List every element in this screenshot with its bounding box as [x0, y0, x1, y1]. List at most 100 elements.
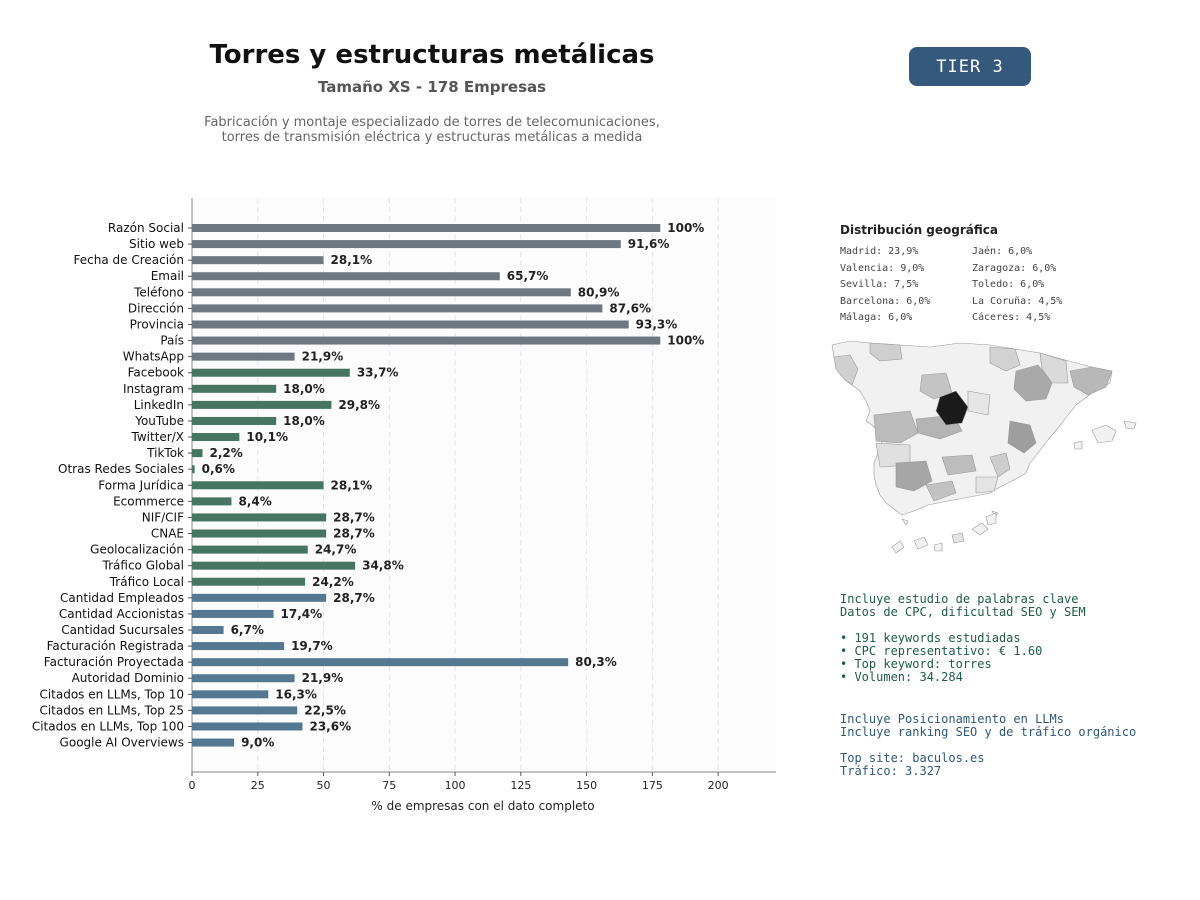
bar — [192, 738, 235, 747]
category-label: Facturación Registrada — [47, 639, 184, 653]
bar — [192, 577, 306, 586]
bar — [192, 320, 629, 329]
bar — [192, 240, 621, 249]
category-label: Citados en LLMs, Top 10 — [39, 687, 184, 701]
bar — [192, 288, 571, 297]
bar-value-label: 100% — [667, 221, 704, 235]
map-canary-4 — [951, 532, 965, 544]
category-label: Dirección — [128, 301, 184, 315]
bar-value-label: 9,0% — [241, 736, 274, 750]
category-label: YouTube — [134, 414, 184, 428]
bar — [192, 529, 327, 538]
category-label: Twitter/X — [131, 430, 184, 444]
x-tick-label: 175 — [642, 779, 663, 792]
bar-value-label: 28,7% — [333, 527, 375, 541]
bar-value-label: 91,6% — [628, 237, 670, 251]
geo-title: Distribución geográfica — [840, 223, 998, 237]
bar — [192, 352, 295, 361]
geo-item: Madrid: 23,9% — [840, 246, 919, 257]
llm-info-line: Tráfico: 3.327 — [840, 764, 942, 778]
bar — [192, 626, 224, 634]
bar-value-label: 0,6% — [202, 462, 235, 476]
page-title: Torres y estructuras metálicas — [209, 40, 655, 70]
bar-value-label: 80,9% — [578, 285, 620, 299]
map-province-caceres — [873, 410, 919, 444]
map-province-galicia-a — [833, 354, 859, 386]
bar-value-label: 93,3% — [636, 317, 678, 331]
category-label: CNAE — [151, 527, 184, 541]
seo-info-line: • CPC representativo: € 1.60 — [840, 644, 1043, 658]
category-label: Autoridad Dominio — [72, 671, 184, 685]
geo-item: Jaén: 6,0% — [972, 246, 1033, 257]
category-label: Forma Jurídica — [98, 478, 184, 492]
bar — [192, 642, 285, 651]
bar-value-label: 100% — [667, 334, 704, 348]
bar-value-label: 33,7% — [357, 366, 399, 380]
map-province-sevilla — [895, 460, 933, 492]
bar — [192, 674, 295, 683]
bar-chart: 0 25 50 75 100 125 150 175 200 % de empresas con … — [32, 198, 776, 813]
category-label: Citados en LLMs, Top 100 — [32, 719, 184, 733]
category-label: Cantidad Sucursales — [61, 623, 184, 637]
bar-value-label: 16,3% — [275, 687, 317, 701]
bar — [192, 497, 232, 506]
category-label: Cantidad Empleados — [60, 591, 184, 605]
category-label: País — [160, 334, 184, 348]
bar — [192, 561, 356, 570]
category-label: WhatsApp — [123, 350, 184, 364]
x-tick-label: 75 — [382, 779, 396, 792]
bar-value-label: 18,0% — [283, 414, 325, 428]
bar-value-label: 2,2% — [210, 446, 243, 460]
map-canary-2 — [913, 536, 929, 550]
bar — [192, 658, 569, 667]
map-province-madrid — [935, 390, 969, 426]
geo-item: La Coruña: 4,5% — [972, 295, 1063, 307]
category-label: Instagram — [123, 382, 184, 396]
category-label: LinkedIn — [134, 398, 184, 412]
category-label: Citados en LLMs, Top 25 — [39, 703, 184, 717]
bar-value-label: 23,6% — [309, 719, 351, 733]
bar — [192, 224, 661, 232]
bar-value-label: 10,1% — [246, 430, 288, 444]
geo-item: Valencia: 9,0% — [840, 262, 925, 274]
bar-value-label: 17,4% — [281, 607, 323, 621]
bar-value-label: 24,7% — [315, 543, 357, 557]
category-label: Tráfico Local — [109, 575, 184, 589]
category-label: Cantidad Accionistas — [59, 607, 184, 621]
category-label: TikTok — [146, 446, 184, 460]
bar — [192, 722, 303, 731]
llm-info-block: Incluye Posicionamiento en LLMs Incluye r… — [840, 713, 1136, 778]
geo-item: Zaragoza: 6,0% — [972, 262, 1057, 274]
bar-value-label: 8,4% — [238, 494, 271, 508]
category-label: Fecha de Creación — [74, 253, 184, 267]
bar-value-label: 34,8% — [362, 559, 404, 573]
bar-value-label: 21,9% — [302, 671, 344, 685]
llm-info-line: Incluye ranking SEO y de tráfico orgánic… — [840, 725, 1137, 739]
category-label: Sitio web — [129, 237, 184, 251]
category-label: Tráfico Global — [102, 559, 184, 573]
category-label: Geolocalización — [90, 543, 184, 557]
bar-value-label: 19,7% — [291, 639, 333, 653]
category-label: Otras Redes Sociales — [58, 462, 184, 476]
bar — [192, 481, 324, 490]
bar-value-label: 21,9% — [302, 350, 344, 364]
seo-info-line: Incluye estudio de palabras clave — [840, 592, 1079, 606]
bar-value-label: 22,5% — [304, 703, 346, 717]
x-tick-label: 0 — [189, 779, 196, 792]
map-canary-5 — [971, 522, 989, 536]
category-label: Google AI Overviews — [60, 736, 184, 750]
bar — [192, 513, 327, 522]
map-balearic-mallorca — [1091, 424, 1117, 444]
map-canary-6 — [985, 512, 997, 526]
x-tick-label: 50 — [317, 779, 331, 792]
x-tick-label: 125 — [510, 779, 531, 792]
bar — [192, 368, 350, 377]
bar — [192, 593, 327, 602]
map-province-jaen — [941, 454, 977, 476]
seo-info-line: • Volumen: 34.284 — [840, 670, 963, 684]
map-province-navarra — [989, 346, 1021, 372]
bar — [192, 304, 603, 313]
spain-map — [831, 340, 1137, 554]
map-canary-3 — [933, 542, 943, 552]
map-province-guadalajara — [967, 390, 991, 416]
